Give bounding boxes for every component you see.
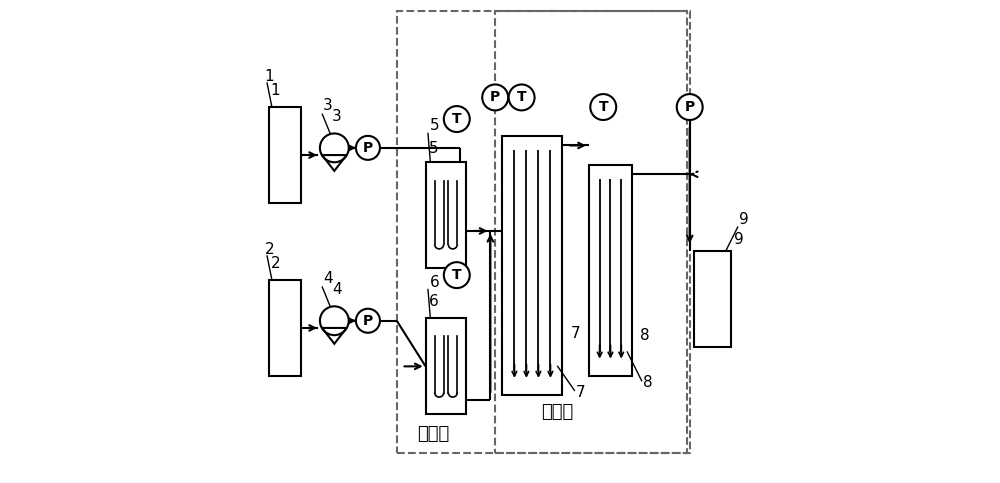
Text: 8: 8 <box>643 375 653 390</box>
Circle shape <box>677 94 703 120</box>
Circle shape <box>590 94 616 120</box>
Text: 5: 5 <box>430 118 440 133</box>
Circle shape <box>356 309 380 333</box>
Text: 8: 8 <box>640 328 649 343</box>
Bar <box>495 11 690 453</box>
Text: 9: 9 <box>739 212 749 227</box>
Text: 预热区: 预热区 <box>417 425 449 442</box>
Text: T: T <box>452 112 462 126</box>
Text: 4: 4 <box>323 271 333 286</box>
Bar <box>269 107 301 203</box>
Text: T: T <box>452 268 462 282</box>
Text: P: P <box>363 141 373 155</box>
Circle shape <box>444 262 470 288</box>
Circle shape <box>320 306 349 335</box>
Text: P: P <box>363 314 373 328</box>
Bar <box>426 318 466 414</box>
Circle shape <box>482 85 508 111</box>
Bar <box>426 162 466 268</box>
Text: P: P <box>490 90 500 104</box>
Text: 6: 6 <box>429 294 439 309</box>
Text: 3: 3 <box>323 98 333 114</box>
Text: 3: 3 <box>332 110 342 125</box>
Text: 反应区: 反应区 <box>542 403 574 421</box>
Text: 2: 2 <box>270 256 280 271</box>
Text: 1: 1 <box>265 69 274 84</box>
Bar <box>694 251 731 347</box>
Text: 5: 5 <box>429 141 439 156</box>
Text: T: T <box>598 100 608 114</box>
Bar <box>589 165 632 376</box>
Bar <box>502 136 562 395</box>
Bar <box>397 11 687 453</box>
Text: 7: 7 <box>571 326 580 341</box>
Text: 6: 6 <box>430 274 440 289</box>
Circle shape <box>509 85 535 111</box>
Text: 9: 9 <box>734 232 744 247</box>
Text: 4: 4 <box>332 283 342 298</box>
Text: 7: 7 <box>576 385 586 400</box>
Bar <box>269 280 301 376</box>
Circle shape <box>356 136 380 160</box>
Text: 2: 2 <box>265 242 274 256</box>
Text: P: P <box>685 100 695 114</box>
Circle shape <box>320 133 349 162</box>
Circle shape <box>444 106 470 132</box>
Text: 1: 1 <box>270 83 280 98</box>
Text: T: T <box>517 90 526 104</box>
